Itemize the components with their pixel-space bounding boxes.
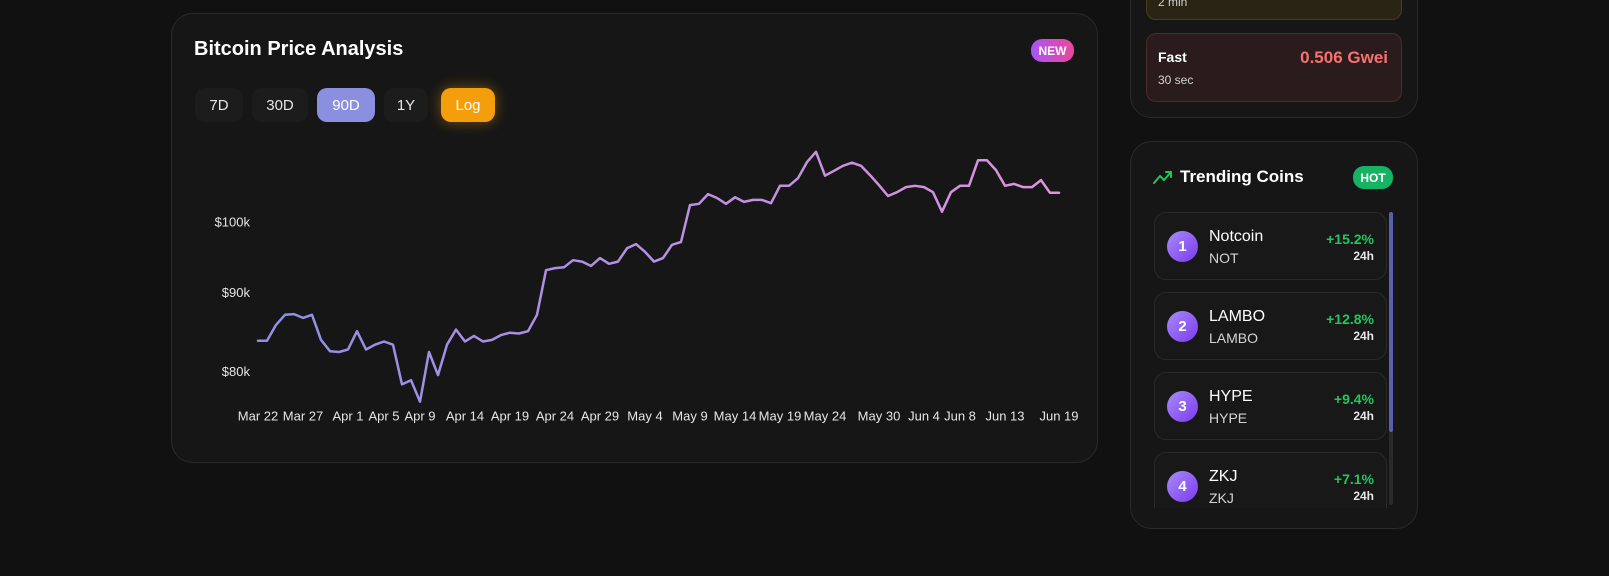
x-tick-label: May 24: [804, 408, 847, 423]
hot-badge: HOT: [1353, 166, 1393, 189]
x-tick-label: Apr 29: [581, 408, 619, 423]
x-tick-label: Jun 13: [985, 408, 1024, 423]
coin-period: 24h: [1353, 329, 1374, 343]
range-button[interactable]: 1Y: [384, 88, 428, 122]
x-tick-label: Jun 4: [908, 408, 940, 423]
price-line: [256, 150, 1061, 403]
coin-name: HYPE: [1209, 388, 1253, 405]
coin-period: 24h: [1353, 489, 1374, 503]
x-tick-label: Apr 5: [368, 408, 399, 423]
gas-tier: [1146, 33, 1402, 102]
x-tick-label: May 4: [627, 408, 662, 423]
coin-item[interactable]: 4 ZKJ ZKJ +7.1% 24h: [1154, 452, 1387, 508]
coin-item[interactable]: 1 Notcoin NOT +15.2% 24h: [1154, 212, 1387, 280]
coin-symbol: HYPE: [1209, 410, 1248, 426]
chart-title: Bitcoin Price Analysis: [194, 38, 404, 60]
coin-name: ZKJ: [1209, 468, 1238, 485]
y-tick-label: $90k: [222, 285, 251, 300]
coin-change: +7.1%: [1333, 471, 1374, 487]
coin-symbol: ZKJ: [1209, 490, 1234, 506]
x-tick-label: May 14: [714, 408, 757, 423]
coin-symbol: LAMBO: [1209, 330, 1259, 346]
x-tick-label: Apr 9: [404, 408, 435, 423]
coin-rank: 4: [1167, 471, 1198, 502]
coin-symbol: NOT: [1209, 250, 1239, 266]
new-badge: NEW: [1031, 39, 1074, 62]
x-tick-label: Apr 24: [536, 408, 574, 423]
coin-item[interactable]: 3 HYPE HYPE +9.4% 24h: [1154, 372, 1387, 440]
x-tick-label: Jun 8: [944, 408, 976, 423]
gas-time: 2 min: [1158, 0, 1188, 9]
coin-period: 24h: [1353, 409, 1374, 423]
coin-list: 1 Notcoin NOT +15.2% 24h 2 LAMBO LAMBO +12.8% 24h…: [1154, 212, 1387, 508]
coin-rank: 2: [1167, 311, 1198, 342]
gas-label: Fast: [1158, 49, 1187, 65]
coin-period: 24h: [1353, 249, 1374, 263]
coin-rank: 1: [1167, 231, 1198, 262]
trending-title: Trending Coins: [1180, 167, 1304, 186]
coin-change: +15.2%: [1326, 231, 1374, 247]
coin-item[interactable]: 2 LAMBO LAMBO +12.8% 24h: [1154, 292, 1387, 360]
range-button[interactable]: Log: [441, 88, 495, 122]
range-button[interactable]: 30D: [252, 88, 308, 122]
x-tick-label: Jun 19: [1039, 408, 1078, 423]
x-tick-label: Apr 14: [446, 408, 484, 423]
x-tick-label: Apr 19: [491, 408, 529, 423]
gas-tier: [1146, 0, 1402, 20]
gas-price: 0.506 Gwei: [1300, 48, 1388, 67]
coin-change: +9.4%: [1333, 391, 1374, 407]
range-button[interactable]: 90D: [317, 88, 375, 122]
range-button[interactable]: 7D: [195, 88, 243, 122]
coin-name: LAMBO: [1209, 308, 1266, 325]
coin-rank: 3: [1167, 391, 1198, 422]
coin-change: +12.8%: [1326, 311, 1374, 327]
x-tick-label: Apr 1: [332, 408, 363, 423]
x-tick-label: May 30: [858, 408, 901, 423]
coin-name: Notcoin: [1209, 228, 1264, 245]
scrollbar-thumb[interactable]: [1389, 212, 1393, 432]
y-tick-label: $100k: [215, 214, 251, 229]
gas-time: 30 sec: [1158, 73, 1194, 87]
x-tick-label: Mar 27: [283, 408, 323, 423]
trending-icon: [1153, 171, 1172, 184]
y-tick-label: $80k: [222, 364, 251, 379]
x-tick-label: May 19: [759, 408, 802, 423]
x-tick-label: May 9: [672, 408, 707, 423]
x-tick-label: Mar 22: [238, 408, 278, 423]
